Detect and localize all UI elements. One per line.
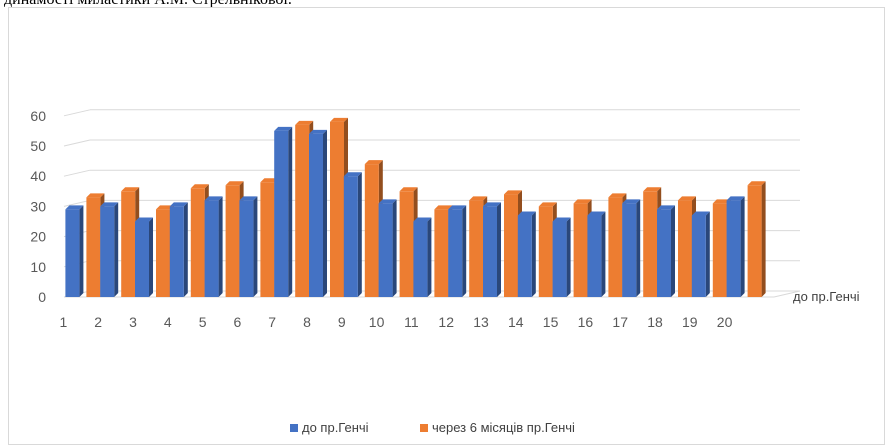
bar-series-1 — [309, 129, 327, 297]
y-tick-label: 40 — [30, 168, 46, 184]
bar-series-1 — [100, 202, 119, 297]
x-tick-label: 20 — [717, 314, 733, 330]
x-tick-label: 6 — [234, 314, 242, 330]
caption-fragment: динамості миластики А.М. Стрельнікової. — [4, 0, 292, 9]
y-tick-label: 50 — [30, 138, 46, 154]
gridline-depth — [63, 139, 91, 147]
bar-series-1 — [135, 217, 153, 297]
gridline-depth — [63, 169, 91, 177]
legend: до пр.Генчі через 6 місяців пр.Генчі — [290, 420, 575, 435]
gridline-depth — [63, 199, 91, 207]
x-tick-label: 13 — [473, 314, 489, 330]
legend-swatch — [420, 424, 428, 432]
bar-series-1 — [413, 217, 432, 297]
bar-series-1 — [204, 196, 223, 297]
y-tick-label: 30 — [30, 198, 46, 214]
floor-edge — [773, 290, 801, 298]
legend-label: через 6 місяців пр.Генчі — [432, 420, 575, 435]
depth-axis-label: до пр.Генчі — [793, 289, 860, 304]
bar-series-1 — [239, 196, 258, 297]
y-tick-label: 60 — [30, 108, 46, 124]
y-tick-label: 10 — [30, 259, 46, 275]
x-tick-label: 4 — [164, 314, 172, 330]
bar-series-1 — [274, 126, 293, 298]
bar-series-1 — [483, 202, 501, 297]
bar-series-1 — [343, 172, 362, 297]
bar-series-1 — [448, 205, 467, 297]
bar-series-1 — [65, 205, 84, 297]
x-tick-label: 5 — [199, 314, 207, 330]
chart-frame — [8, 7, 885, 445]
x-tick-label: 12 — [438, 314, 454, 330]
x-tick-label: 1 — [60, 314, 68, 330]
bar-series-1 — [657, 205, 675, 297]
bar-series-1 — [622, 199, 641, 297]
legend-swatch — [290, 424, 298, 432]
x-tick-label: 11 — [404, 314, 419, 330]
x-tick-label: 18 — [647, 314, 663, 330]
x-tick-label: 14 — [508, 314, 524, 330]
bar-series-2 — [747, 181, 766, 297]
legend-label: до пр.Генчі — [302, 420, 369, 435]
x-tick-label: 10 — [369, 314, 385, 330]
x-tick-label: 3 — [129, 314, 137, 330]
bar-series-1 — [552, 217, 571, 297]
x-tick-label: 15 — [543, 314, 559, 330]
y-tick-label: 0 — [38, 289, 46, 305]
x-tick-label: 7 — [268, 314, 276, 330]
x-tick-label: 16 — [578, 314, 594, 330]
x-tick-label: 8 — [303, 314, 311, 330]
gridline-depth — [63, 109, 91, 117]
bar-series-1 — [726, 196, 745, 297]
bar-series-1 — [517, 211, 536, 297]
x-tick-label: 2 — [94, 314, 102, 330]
x-tick-label: 19 — [682, 314, 698, 330]
bar-series-1 — [691, 211, 710, 297]
bar-series-1 — [378, 199, 397, 297]
x-tick-label: 17 — [612, 314, 628, 330]
y-tick-label: 20 — [30, 229, 46, 245]
x-tick-label: 9 — [338, 314, 346, 330]
bar-series-1 — [169, 202, 188, 297]
bar-series-1 — [587, 211, 606, 297]
